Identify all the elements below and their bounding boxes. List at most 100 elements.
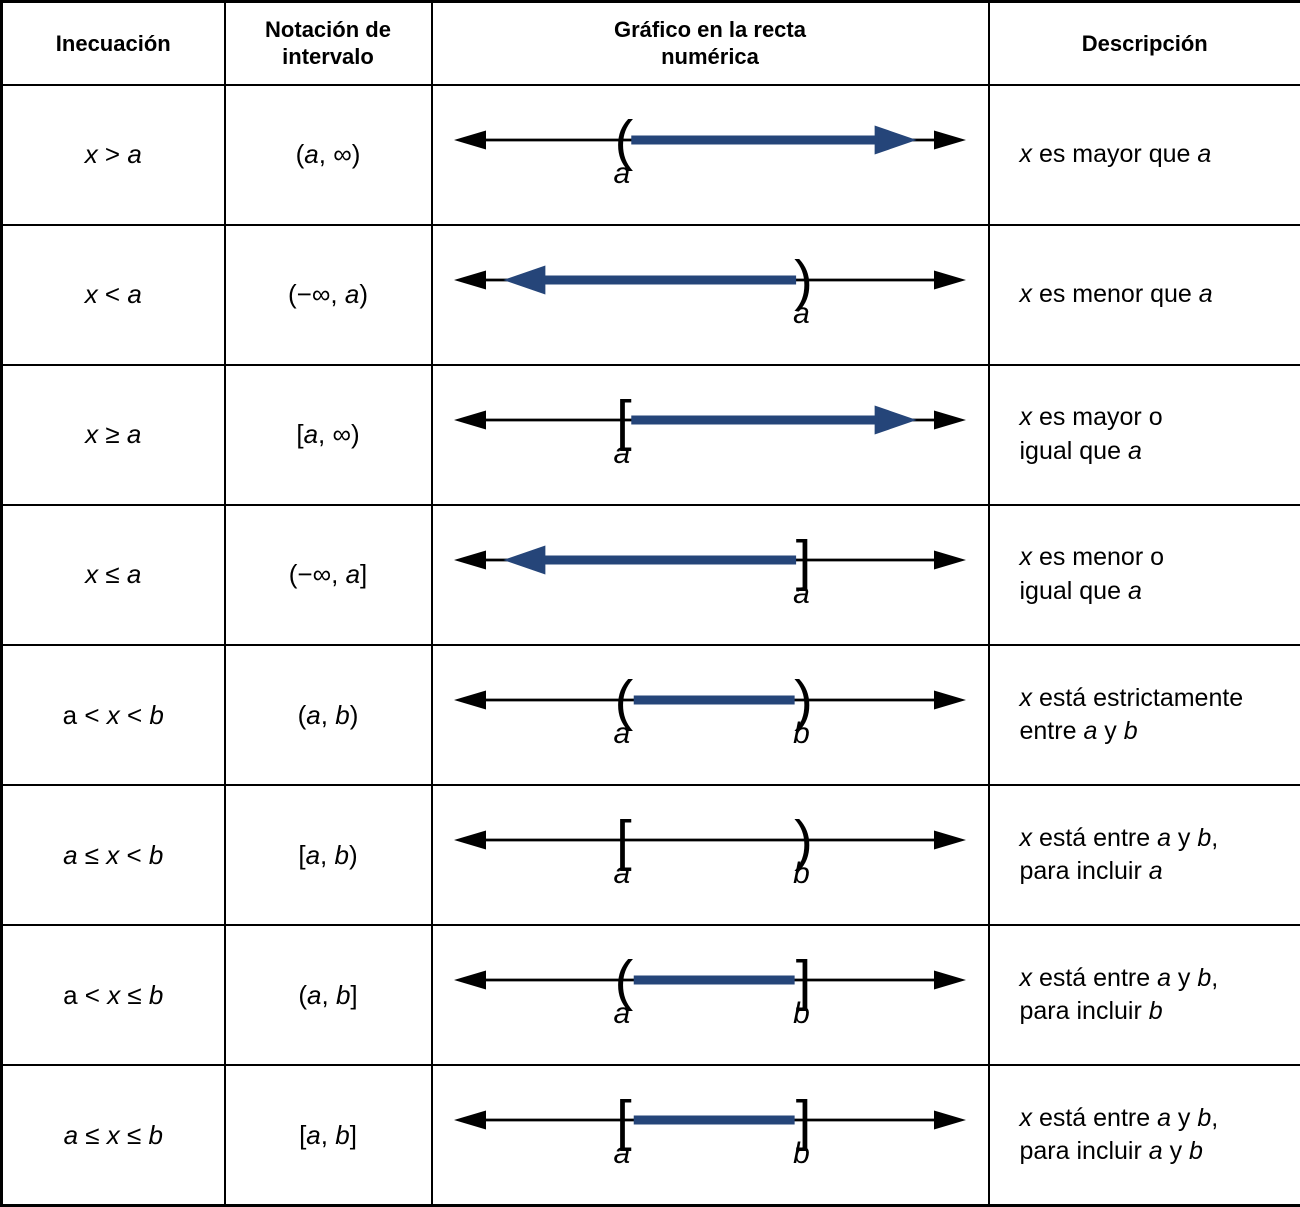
math-variable: a bbox=[304, 139, 319, 170]
endpoint-glyph: ] bbox=[796, 528, 812, 591]
math-variable: b bbox=[148, 1119, 163, 1150]
inequality-cell: x ≥ a bbox=[0, 363, 226, 506]
text-run: ( bbox=[295, 139, 305, 170]
text-run: para incluir bbox=[1019, 997, 1149, 1026]
shade-bar bbox=[631, 135, 879, 145]
col-header-number-line-graph: Gráfico en la recta numérica bbox=[430, 0, 990, 86]
math-variable: a bbox=[126, 559, 142, 590]
text-run: para incluir bbox=[1019, 1137, 1149, 1166]
text-run: ) bbox=[348, 839, 358, 870]
number-line-cell: [a] b bbox=[430, 1064, 990, 1207]
number-line-cell: (a) b bbox=[430, 643, 990, 787]
text-run: < bbox=[119, 699, 150, 730]
endpoint-glyph: ( bbox=[615, 108, 634, 171]
table-row: x ≤ a (−∞, a] ] a x es menor o igual que a bbox=[0, 503, 1300, 647]
left-arrow-icon bbox=[454, 550, 486, 570]
number-line-graph: [a)b bbox=[454, 809, 966, 890]
math-variable: a bbox=[345, 559, 361, 590]
inequality-cell: x < a bbox=[0, 223, 226, 366]
inequality-cell: a ≤ x < b bbox=[0, 784, 226, 927]
math-variable: x bbox=[85, 559, 99, 590]
col-header-interval-notation: Notación de intervalo bbox=[223, 0, 433, 86]
endpoint-label: a bbox=[614, 997, 631, 1030]
text-run: < bbox=[77, 699, 107, 730]
left-arrow-icon bbox=[454, 1110, 486, 1130]
text-run: es menor que bbox=[1032, 279, 1199, 308]
math-variable: a bbox=[306, 1119, 321, 1150]
shade-arrow-icon bbox=[503, 545, 546, 575]
description-cell: x está entre a y b, para incluir a y b bbox=[987, 1064, 1300, 1207]
text-run: ] bbox=[360, 559, 368, 590]
number-line-graph: )a bbox=[454, 248, 966, 330]
endpoint-label: b bbox=[793, 717, 810, 750]
number-line-cell: (a] b bbox=[430, 924, 990, 1067]
left-arrow-icon bbox=[454, 690, 486, 710]
description-cell: x es mayor que a bbox=[987, 83, 1300, 226]
text-run: entre bbox=[1019, 717, 1084, 746]
text-run: para incluir bbox=[1019, 857, 1149, 886]
math-variable: b bbox=[148, 979, 164, 1010]
endpoint-label: a bbox=[614, 857, 631, 890]
number-line-graph: [a]b bbox=[454, 1089, 966, 1170]
shade-bar bbox=[541, 275, 797, 285]
math-variable: x bbox=[1019, 683, 1033, 712]
math-variable: x bbox=[84, 139, 98, 170]
math-variable: x bbox=[106, 839, 120, 870]
text-run: ] bbox=[349, 1119, 357, 1150]
table-row: x > a (a, ∞) (a x es mayor que a bbox=[0, 83, 1300, 226]
text-run: ≤ bbox=[77, 839, 107, 870]
shade-arrow-icon bbox=[503, 265, 546, 295]
left-arrow-icon bbox=[454, 130, 486, 150]
table-row: x ≥ a [a, ∞) [a x es mayor o igual que a bbox=[0, 363, 1300, 506]
text-run: a bbox=[63, 979, 78, 1010]
text-run: , ∞) bbox=[318, 139, 361, 170]
number-line-graph: (a]b bbox=[454, 949, 966, 1030]
shade-bar bbox=[633, 1115, 795, 1125]
math-variable: a bbox=[127, 139, 142, 170]
table-row: a < x < b (a, b) (a) b x está estrictamen… bbox=[0, 643, 1300, 787]
description-cell: x está entre a y b, para incluir b bbox=[987, 924, 1300, 1067]
interval-notation-cell: [a, ∞) bbox=[223, 363, 433, 506]
number-line-graph: (a bbox=[454, 108, 966, 190]
endpoint-label: a bbox=[793, 577, 810, 610]
col-header-description: Descripción bbox=[987, 0, 1300, 86]
text-run: , bbox=[1211, 823, 1219, 852]
math-variable: a bbox=[1157, 963, 1171, 992]
endpoint-glyph: [ bbox=[616, 809, 632, 872]
text-run: < bbox=[77, 979, 108, 1010]
math-variable: b bbox=[335, 699, 350, 730]
text-run: es mayor o bbox=[1032, 403, 1163, 432]
endpoint-glyph: [ bbox=[616, 1089, 632, 1152]
text-run: es mayor que bbox=[1032, 139, 1198, 168]
endpoint-glyph: ) bbox=[794, 248, 813, 311]
endpoint-label: b bbox=[793, 997, 810, 1030]
text-run: , ∞) bbox=[318, 419, 360, 450]
inequality-cell: x > a bbox=[0, 83, 226, 226]
text-run: es menor o bbox=[1032, 543, 1165, 572]
text-run: ≤ bbox=[78, 1119, 107, 1150]
math-variable: b bbox=[149, 699, 164, 730]
interval-notation-cell: [a, b) bbox=[223, 784, 433, 927]
right-arrow-icon bbox=[934, 410, 966, 430]
description-cell: x está estrictamente entre a y b bbox=[987, 643, 1300, 787]
math-variable: x bbox=[1019, 139, 1033, 168]
interval-notation-cell: (−∞, a] bbox=[223, 503, 433, 647]
number-line-cell: ] a bbox=[430, 503, 990, 647]
text-run: está entre bbox=[1032, 823, 1158, 852]
math-variable: b bbox=[1148, 997, 1163, 1026]
text-run: [ bbox=[298, 839, 306, 870]
description-cell: x es menor que a bbox=[987, 223, 1300, 366]
math-variable: a bbox=[1157, 1103, 1171, 1132]
table-body: x > a (a, ∞) (a x es mayor que a x < a (… bbox=[0, 83, 1300, 1207]
math-variable: a bbox=[306, 699, 321, 730]
inequality-cell: a ≤ x ≤ b bbox=[0, 1064, 226, 1207]
header-row: Inecuación Notación de intervalo Gráfico… bbox=[0, 0, 1300, 86]
interval-notation-cell: [a, b] bbox=[223, 1064, 433, 1207]
shade-bar bbox=[633, 695, 795, 705]
text-run: está entre bbox=[1032, 963, 1158, 992]
math-variable: x bbox=[1019, 403, 1033, 432]
endpoint-label: a bbox=[614, 157, 631, 190]
math-variable: x bbox=[84, 279, 98, 310]
text-run: y bbox=[1162, 1137, 1190, 1166]
text-run: , bbox=[1211, 1103, 1219, 1132]
